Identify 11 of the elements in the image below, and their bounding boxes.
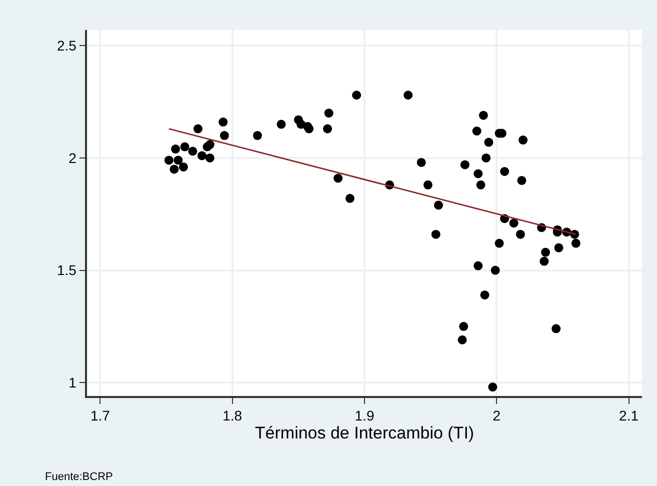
y-tick-label: 2.5 (56, 38, 77, 54)
y-tick-label: 2 (68, 150, 77, 166)
x-tick-label: 2 (492, 408, 501, 424)
x-tick-label: 1.9 (354, 408, 374, 424)
y-tick-label: 1.5 (56, 262, 77, 278)
source-note: Fuente:BCRP (45, 471, 113, 483)
x-tick-label: 1.7 (90, 408, 110, 424)
x-tick-label: 1.8 (222, 408, 242, 424)
x-tick-label: 2.1 (619, 408, 639, 424)
y-tick-label: 1 (68, 374, 77, 390)
x-axis-title: Términos de Intercambio (TI) (254, 424, 474, 443)
